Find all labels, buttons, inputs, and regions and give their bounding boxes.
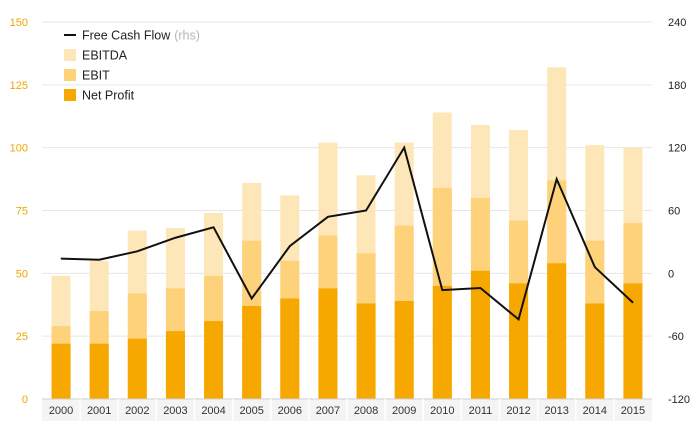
x-tick-label: 2008 <box>354 405 378 417</box>
legend-entry-ebit: EBIT <box>64 69 110 83</box>
point-free-cash-flow <box>98 259 100 261</box>
bar-net-profit <box>585 303 605 399</box>
legend-label: Free Cash Flow <box>82 29 171 43</box>
x-tick-label: 2003 <box>163 405 187 417</box>
bar-net-profit <box>623 283 643 399</box>
y-tick-label-right: -60 <box>668 331 684 343</box>
bar-net-profit <box>432 285 452 399</box>
line-series <box>60 145 634 322</box>
x-tick-label: 2002 <box>125 405 149 417</box>
y-tick-label-right: -120 <box>668 394 690 406</box>
y-tick-label-left: 0 <box>22 394 28 406</box>
x-tick-label: 2006 <box>278 405 302 417</box>
point-free-cash-flow <box>251 297 253 299</box>
y-tick-label-left: 100 <box>10 143 28 155</box>
bar-net-profit <box>356 303 376 399</box>
legend-entry-ebitda: EBITDA <box>64 49 128 63</box>
y-tick-label-right: 0 <box>668 268 674 280</box>
point-free-cash-flow <box>289 245 291 247</box>
bar-net-profit <box>547 263 567 399</box>
y-tick-label-left: 150 <box>10 17 28 29</box>
x-tick-label: 2011 <box>469 405 493 417</box>
bar-net-profit <box>165 331 185 399</box>
bar-net-profit <box>51 343 71 399</box>
y-tick-label-left: 75 <box>16 206 28 218</box>
point-free-cash-flow <box>479 287 481 289</box>
point-free-cash-flow <box>518 318 520 320</box>
x-tick-label: 2001 <box>87 405 111 417</box>
point-free-cash-flow <box>174 237 176 239</box>
legend-label: EBIT <box>82 69 110 83</box>
legend-swatch <box>64 69 76 81</box>
x-tick-label: 2014 <box>583 405 607 417</box>
bar-net-profit <box>204 321 224 399</box>
y-tick-label-right: 60 <box>668 206 680 218</box>
x-tick-label: 2013 <box>544 405 568 417</box>
point-free-cash-flow <box>327 216 329 218</box>
bars <box>51 67 643 400</box>
y-tick-label-left: 125 <box>10 80 28 92</box>
x-tick-label: 2005 <box>239 405 263 417</box>
point-free-cash-flow <box>441 289 443 291</box>
bar-net-profit <box>280 298 300 399</box>
bar-net-profit <box>318 288 338 399</box>
y-tick-label-right: 180 <box>668 80 686 92</box>
x-tick-label: 2010 <box>430 405 454 417</box>
bar-net-profit <box>394 300 414 399</box>
x-tick-label: 2012 <box>506 405 530 417</box>
bar-net-profit <box>509 283 529 399</box>
point-free-cash-flow <box>136 250 138 252</box>
point-free-cash-flow <box>365 210 367 211</box>
legend-swatch <box>64 89 76 101</box>
legend-swatch <box>64 49 76 61</box>
point-free-cash-flow <box>556 178 558 180</box>
y-tick-label-left: 50 <box>16 268 28 280</box>
x-tick-label: 2015 <box>621 405 645 417</box>
axes: 0 25 50 75 100 125 150 -120 -60 0 60 120 180 240 2000 2… <box>10 17 690 421</box>
point-free-cash-flow <box>403 147 405 149</box>
legend-label: EBITDA <box>82 49 128 63</box>
legend-entry-net-profit: Net Profit <box>64 89 135 103</box>
y-tick-label-right: 240 <box>668 17 686 29</box>
legend-suffix: (rhs) <box>174 29 200 43</box>
line-free-cash-flow <box>61 145 634 322</box>
point-free-cash-flow <box>594 266 596 268</box>
x-tick-label: 2004 <box>201 405 225 417</box>
x-tick-label: 2009 <box>392 405 416 417</box>
y-tick-label-left: 25 <box>16 331 28 343</box>
legend-label: Net Profit <box>82 89 135 103</box>
bar-net-profit <box>127 338 147 399</box>
y-tick-label-right: 120 <box>668 143 686 155</box>
point-free-cash-flow <box>213 226 215 228</box>
legend: Free Cash Flow (rhs) EBITDA EBIT Net Profit <box>64 29 200 103</box>
bar-net-profit <box>89 343 109 399</box>
x-tick-label: 2000 <box>49 405 73 417</box>
x-tick-label: 2007 <box>316 405 340 417</box>
point-free-cash-flow <box>60 258 62 260</box>
bar-net-profit <box>242 306 262 399</box>
bar-net-profit <box>470 270 490 399</box>
legend-entry-free-cash-flow: Free Cash Flow (rhs) <box>64 29 200 43</box>
point-free-cash-flow <box>632 302 634 304</box>
